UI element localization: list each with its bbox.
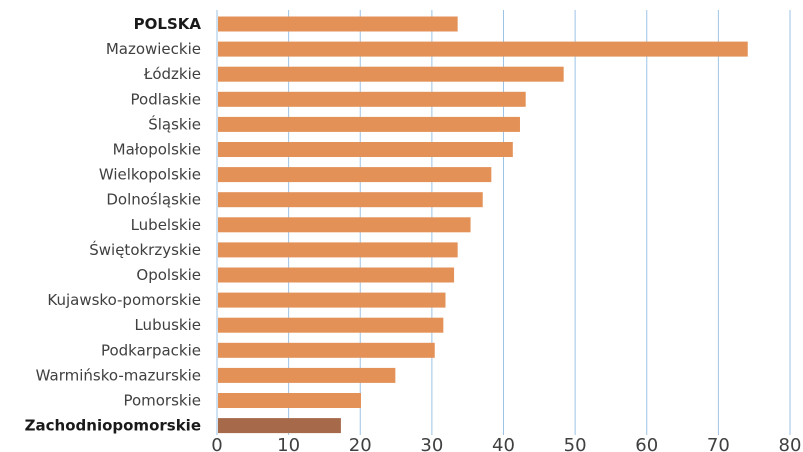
category-label-lubelskie: Lubelskie (131, 216, 201, 234)
category-label-podlaskie: Podlaskie (131, 90, 201, 108)
bar-opolskie (218, 267, 455, 283)
bar-podkarpackie (218, 342, 435, 358)
bar-dolno-l-skie (218, 192, 483, 208)
x-tick-label-80: 80 (779, 435, 802, 452)
x-tick-label-20: 20 (349, 435, 372, 452)
category-label-pomorskie: Pomorskie (123, 392, 201, 410)
bar-zachodniopomorskie (218, 418, 341, 434)
category-label-opolskie: Opolskie (136, 266, 201, 284)
bar-kujawsko-pomorskie (218, 292, 446, 308)
bar-ma-opolskie (218, 142, 513, 157)
bar-wielkopolskie (218, 167, 492, 183)
category-label-podkarpackie: Podkarpackie (101, 341, 201, 359)
x-tick-label-10: 10 (277, 435, 300, 452)
category-label-zachodniopomorskie: Zachodniopomorskie (25, 417, 201, 435)
category-label--wi-tokrzyskie: Świętokrzyskie (89, 240, 201, 259)
x-tick-label-60: 60 (635, 435, 658, 452)
bar-podlaskie (218, 91, 526, 107)
x-tick-label-40: 40 (492, 435, 515, 452)
bar-lubelskie (218, 217, 471, 233)
bar-warmi-sko-mazurskie (218, 367, 396, 383)
bar-polska (218, 16, 458, 32)
category-label-kujawsko-pomorskie: Kujawsko-pomorskie (47, 291, 201, 309)
x-tick-label-70: 70 (707, 435, 730, 452)
category-label--l-skie: Śląskie (148, 114, 201, 133)
bars (218, 16, 748, 434)
category-label-warmi-sko-mazurskie: Warmińsko-mazurskie (36, 366, 201, 384)
category-label-dolno-l-skie: Dolnośląskie (106, 191, 201, 209)
bar--l-skie (218, 116, 520, 132)
x-tick-label-50: 50 (564, 435, 587, 452)
bar-mazowieckie (218, 41, 748, 57)
x-tick-label-30: 30 (420, 435, 443, 452)
x-tick-labels: 0 10 20 30 40 50 60 70 80 (211, 435, 801, 452)
bar--dzkie (218, 66, 564, 82)
bar-lubuskie (218, 317, 444, 333)
x-tick-label-0: 0 (211, 435, 222, 452)
category-labels: POLSKA Mazowieckie Łódzkie Podlaskie Śląskie… (25, 15, 202, 435)
category-label-ma-opolskie: Małopolskie (113, 141, 201, 159)
bar--wi-tokrzyskie (218, 242, 458, 258)
category-label-polska: POLSKA (134, 15, 202, 33)
category-label-lubuskie: Lubuskie (134, 316, 201, 334)
category-label-mazowieckie: Mazowieckie (106, 40, 201, 58)
category-label--dzkie: Łódzkie (143, 65, 201, 83)
bar-pomorskie (218, 393, 361, 408)
category-label-wielkopolskie: Wielkopolskie (99, 166, 201, 184)
